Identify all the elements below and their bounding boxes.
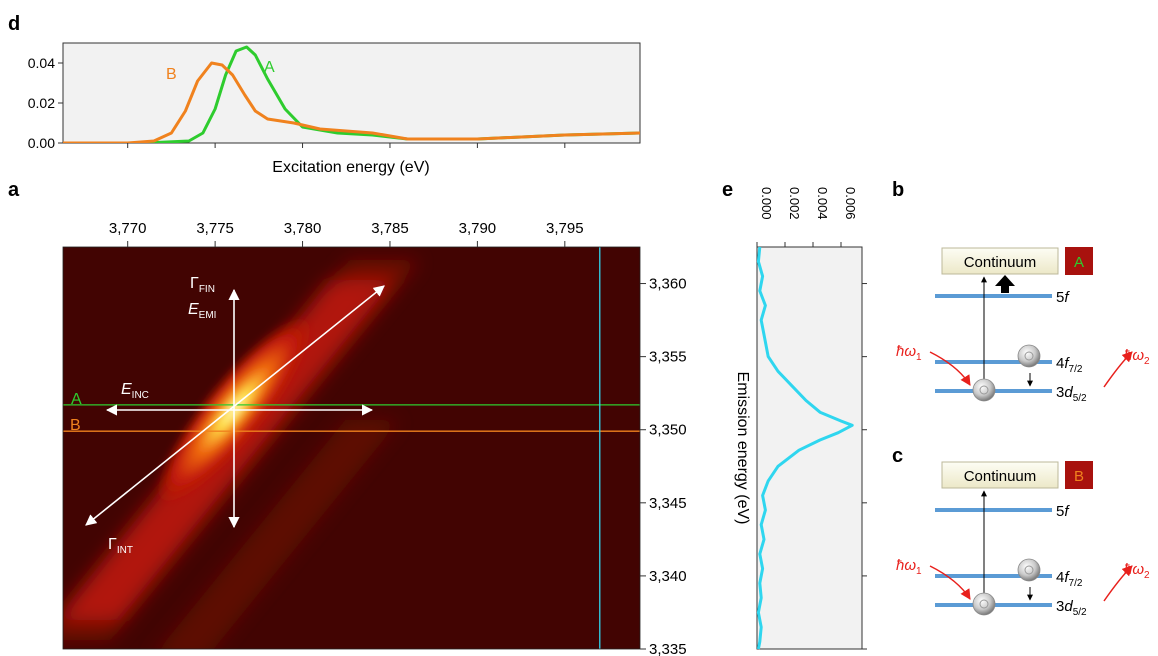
heatmap-ytick-label: 3,355	[649, 349, 687, 366]
panel-d-chart: 0.00 0.02 0.04 B A Excitation energy (eV)	[28, 42, 641, 176]
state-badge-label: B	[1074, 468, 1084, 485]
electron-3d-core-icon	[979, 385, 989, 395]
level-4f-label: 4f7/2	[1056, 569, 1083, 589]
panel-e-xtick-label: 0.000	[759, 187, 774, 220]
heatmap-ytick-label: 3,345	[649, 495, 687, 512]
emission-energy-axis-label: Emission energy (eV)	[734, 372, 751, 525]
photon-out-arrow	[1103, 351, 1133, 388]
level-diagram-c: Continuum B 5f 4f7/2 3d5/2 ħω1 ħω2	[896, 461, 1150, 618]
photon-in-label: ħω1	[896, 557, 922, 577]
panel-d-ytick-label: 0.02	[28, 95, 55, 111]
panel-d-series-label-b: B	[166, 66, 177, 83]
continuum-label: Continuum	[964, 254, 1037, 271]
continuum-box	[941, 247, 1059, 275]
photon-out-label: ħω2	[1124, 347, 1150, 367]
level-3d-label: 3d5/2	[1056, 598, 1087, 618]
panel-e-chart: 0.000 0.002 0.004 0.006	[756, 187, 867, 650]
electron-4f-core-icon	[1024, 565, 1034, 575]
heatmap-frame	[62, 246, 641, 650]
panel-label-b: b	[892, 179, 904, 201]
heatmap-label-a: A	[71, 391, 82, 408]
electron-3d-icon	[972, 378, 996, 402]
heatmap-xtick-label: 3,770	[109, 220, 147, 237]
panel-e-xtick-label: 0.002	[787, 187, 802, 220]
level-3d-label: 3d5/2	[1056, 384, 1087, 404]
panel-d-plot-area	[62, 42, 641, 144]
panel-e-plot-area	[756, 246, 863, 650]
heatmap-label-b: B	[70, 417, 81, 434]
heatmap-xtick-label: 3,790	[459, 220, 497, 237]
heatmap-ytick-label: 3,340	[649, 568, 687, 585]
photon-in-arrow	[929, 565, 971, 600]
state-badge	[1065, 461, 1093, 489]
heatmap-xtick-label: 3,775	[196, 220, 234, 237]
panel-d-x-axis-label: Excitation energy (eV)	[272, 159, 429, 176]
level-diagram-b: Continuum A 5f 4f7/2 3d5/2 ħω1 ħω2	[896, 247, 1150, 404]
heatmap-xtick-label: 3,795	[546, 220, 584, 237]
panel-a-heatmap: 3,770 3,775 3,780 3,785 3,790 3,795 3,360 3,35…	[62, 220, 687, 656]
photon-out-arrow	[1103, 565, 1133, 602]
panel-label-d: d	[8, 13, 20, 35]
heatmap-ytick-label: 3,350	[649, 422, 687, 439]
annotation-e-inc: EINC	[121, 381, 149, 401]
electron-4f-core-icon	[1024, 351, 1034, 361]
annotation-e-emi: EEMI	[188, 301, 216, 321]
panel-label-c: c	[892, 445, 903, 467]
panel-d-ytick-label: 0.04	[28, 55, 55, 71]
annotation-gamma-fin: ΓFIN	[190, 275, 215, 295]
level-5f-label: 5f	[1056, 503, 1070, 520]
state-badge	[1065, 247, 1093, 275]
panel-e-xtick-label: 0.004	[815, 187, 830, 220]
panel-d-series-b-line	[63, 61, 640, 143]
electron-4f-icon	[1017, 558, 1041, 582]
ionization-arrow	[995, 275, 1015, 293]
panel-d-series-label-a: A	[264, 59, 275, 76]
heatmap-ytick-label: 3,360	[649, 276, 687, 293]
panel-d-ytick-label: 0.00	[28, 135, 55, 151]
continuum-box	[941, 461, 1059, 489]
electron-3d-icon	[972, 592, 996, 616]
heatmap-xtick-label: 3,780	[284, 220, 322, 237]
panel-label-a: a	[8, 179, 20, 201]
photon-in-arrow	[929, 351, 971, 386]
heatmap-ytick-label: 3,335	[649, 641, 687, 656]
panel-label-e: e	[722, 179, 733, 201]
level-4f-label: 4f7/2	[1056, 355, 1083, 375]
panel-e-series-line	[756, 246, 854, 650]
photon-out-label: ħω2	[1124, 561, 1150, 581]
state-badge-label: A	[1074, 254, 1084, 271]
continuum-label: Continuum	[964, 468, 1037, 485]
panel-e-xtick-label: 0.006	[843, 187, 858, 220]
level-5f-label: 5f	[1056, 289, 1070, 306]
heatmap-xtick-label: 3,785	[371, 220, 409, 237]
electron-3d-core-icon	[979, 599, 989, 609]
annotation-gamma-int: ΓINT	[108, 536, 133, 556]
arrow-gamma-int	[85, 285, 385, 526]
electron-4f-icon	[1017, 344, 1041, 368]
photon-in-label: ħω1	[896, 343, 922, 363]
